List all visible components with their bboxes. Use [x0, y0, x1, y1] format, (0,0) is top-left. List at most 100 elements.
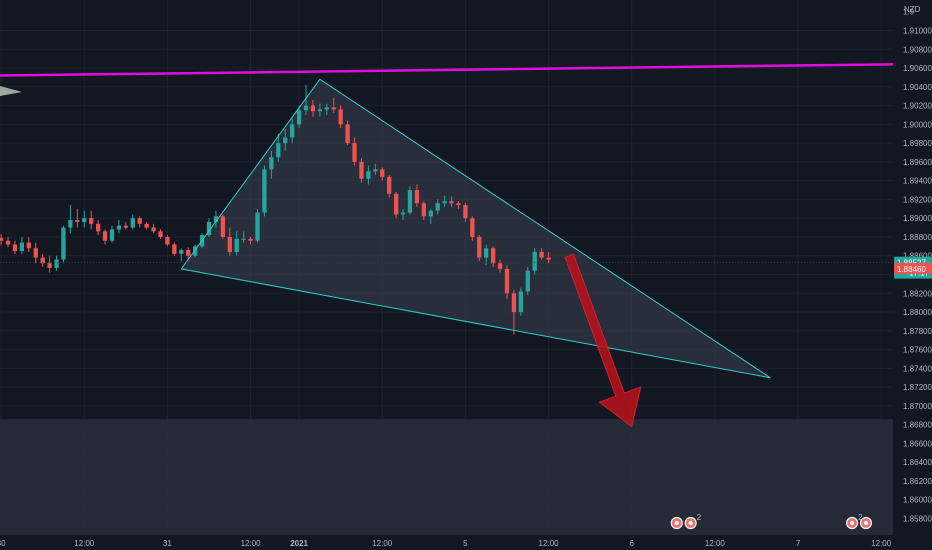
candle-body	[213, 216, 219, 222]
candle-body	[324, 107, 329, 110]
time-axis-background	[0, 535, 932, 550]
candle-body	[234, 238, 239, 252]
event-badge-count: 2	[697, 513, 702, 522]
candle-body	[248, 238, 253, 241]
price-tick-label: 1.87800	[903, 327, 932, 336]
candle-body	[5, 240, 11, 245]
candle-body	[40, 257, 45, 264]
event-badge-icon[interactable]	[859, 516, 873, 530]
triangle-pattern-outline[interactable]	[180, 78, 771, 379]
event-badge-dot	[863, 520, 869, 526]
candle-body	[442, 201, 447, 204]
time-tick-label: 12:00	[539, 539, 560, 548]
time-tick-label: 6	[630, 539, 635, 548]
candle-body	[421, 203, 426, 217]
time-axis-ticks: 30 12:00 31 12:00 2021 12:00 5 12:00 6 12:00 7 12:0…	[0, 539, 892, 548]
candle-body	[380, 169, 385, 177]
candle-body	[359, 161, 364, 179]
candle-body	[539, 251, 544, 258]
candle-body	[227, 236, 232, 252]
candle-body	[449, 201, 454, 204]
price-tick-label: 1.89400	[903, 177, 932, 186]
time-tick-label: 12:00	[372, 539, 393, 548]
price-tick-label: 1.86800	[903, 421, 932, 430]
candle-body	[172, 244, 177, 254]
candlestick-series	[0, 84, 551, 335]
candle-body	[158, 231, 163, 237]
candle-body	[477, 236, 482, 258]
event-badge-dot	[688, 520, 693, 526]
candle-body	[435, 203, 440, 211]
time-tick-label: 31	[163, 539, 172, 548]
price-tick-label: 1.90200	[903, 102, 932, 111]
time-axis[interactable]	[0, 535, 932, 550]
candle-body	[130, 218, 135, 228]
price-tick-label: 1.89600	[903, 158, 932, 167]
price-tick-label: 1.86000	[903, 496, 932, 505]
bid-price-value: 1.88460	[897, 265, 926, 274]
candle-body	[165, 236, 170, 245]
candle-body	[47, 263, 52, 268]
candle-body	[95, 223, 101, 232]
candle-body	[151, 227, 156, 232]
candle-body	[0, 237, 4, 241]
candle-body	[82, 218, 87, 222]
event-badge-icon[interactable]: 2	[846, 513, 864, 530]
candle-body	[387, 176, 392, 194]
candle-body	[186, 250, 191, 256]
candle-body	[414, 190, 420, 204]
candle-body	[345, 124, 350, 144]
triangle-pattern-fill	[181, 79, 771, 378]
time-tick-label: 12:00	[241, 539, 262, 548]
candle-body	[532, 251, 537, 271]
price-tick-label: 1.85800	[903, 515, 932, 524]
candle-body	[497, 263, 503, 269]
price-axis-ticks: 1.91000 1.90800 1.90600 1.90400 1.90200 1.900…	[903, 8, 932, 524]
candle-body	[68, 220, 73, 228]
time-tick-label: 7	[796, 539, 801, 548]
candle-body	[296, 110, 302, 125]
candle-body	[220, 216, 226, 237]
price-tick-label: 1.86400	[903, 458, 932, 467]
candle-body	[331, 107, 336, 110]
candle-body	[484, 248, 489, 258]
price-tick-label: 1.88000	[903, 308, 932, 317]
candle-body	[262, 169, 267, 213]
time-tick-label: 12:00	[705, 539, 726, 548]
candle-body	[276, 143, 281, 158]
forecast-arrow[interactable]	[564, 253, 642, 428]
price-tick-label: 1.88200	[903, 289, 932, 298]
event-badge-icon[interactable]	[670, 516, 683, 530]
candle-body	[269, 157, 274, 170]
candle-body	[19, 242, 25, 252]
candle-body	[206, 221, 212, 236]
price-tick-label: 1.86200	[903, 477, 932, 486]
candle-body	[54, 259, 59, 268]
price-tick-label: 1.89200	[903, 195, 932, 204]
time-tick-label: 5	[463, 539, 468, 548]
candle-body	[352, 143, 357, 162]
candle-body	[366, 171, 371, 179]
price-tick-label: 1.90400	[903, 83, 932, 92]
time-tick-label: 12:00	[74, 539, 95, 548]
price-marker-left	[0, 86, 22, 96]
price-tick-label: 1.87000	[903, 402, 932, 411]
candle-body	[400, 212, 406, 215]
event-badge-icon[interactable]: 2	[684, 513, 702, 530]
time-tick-label: 12:00	[871, 539, 892, 548]
support-zone	[0, 419, 893, 538]
candle-body	[504, 268, 510, 294]
price-tick-label: 1.87600	[903, 346, 932, 355]
candle-body	[470, 218, 475, 237]
price-tick-label: 1.90000	[903, 120, 932, 129]
candle-body	[255, 212, 260, 241]
price-tick-label: 1.90800	[903, 45, 932, 54]
candle-body	[144, 223, 149, 228]
candle-body	[310, 105, 316, 112]
candle-body	[463, 205, 468, 219]
resistance-line[interactable]	[0, 63, 894, 77]
candle-body	[89, 218, 94, 224]
candle-body	[303, 105, 309, 111]
